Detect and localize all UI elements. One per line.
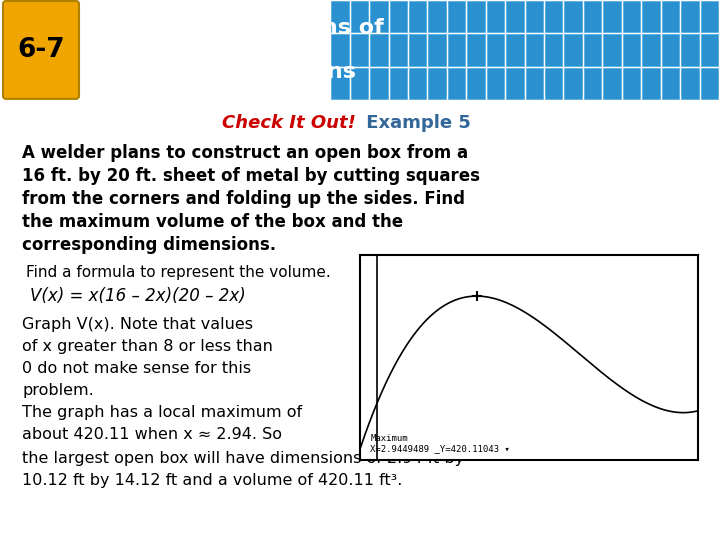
- Text: Copyright © by Holt, Rinehart and Winston. All Rights Reserved.: Copyright © by Holt, Rinehart and Winsto…: [397, 519, 712, 529]
- Bar: [467, 1, 485, 32]
- Text: V(x) = x(16 – 2x)(20 – 2x): V(x) = x(16 – 2x)(20 – 2x): [30, 287, 246, 305]
- Bar: [487, 35, 504, 65]
- Bar: [623, 35, 640, 65]
- Bar: [448, 1, 465, 32]
- Text: A welder plans to construct an open box from a: A welder plans to construct an open box …: [22, 144, 468, 162]
- Bar: [623, 68, 640, 99]
- Bar: [506, 35, 523, 65]
- Bar: [448, 68, 465, 99]
- Text: 10.12 ft by 14.12 ft and a volume of 420.11 ft³.: 10.12 ft by 14.12 ft and a volume of 420…: [22, 473, 402, 488]
- Bar: [681, 1, 698, 32]
- Bar: [545, 68, 562, 99]
- Bar: [390, 68, 407, 99]
- Bar: [584, 35, 601, 65]
- Bar: [370, 1, 387, 32]
- Bar: [603, 35, 621, 65]
- Bar: [351, 68, 368, 99]
- Bar: [351, 1, 368, 32]
- Bar: [428, 1, 446, 32]
- Bar: [526, 35, 543, 65]
- Text: Holt Algebra 2: Holt Algebra 2: [10, 518, 100, 531]
- Bar: [545, 35, 562, 65]
- Text: V= lwh: V= lwh: [403, 287, 462, 305]
- Bar: [681, 68, 698, 99]
- Bar: [584, 1, 601, 32]
- Bar: [642, 1, 660, 32]
- Bar: [390, 35, 407, 65]
- Text: Polynomial Functions: Polynomial Functions: [88, 62, 356, 82]
- Text: Check It Out!: Check It Out!: [222, 114, 356, 132]
- Text: Investigating Graphs of: Investigating Graphs of: [88, 18, 384, 38]
- Bar: [701, 1, 718, 32]
- Bar: [564, 35, 582, 65]
- Bar: [448, 35, 465, 65]
- Text: corresponding dimensions.: corresponding dimensions.: [22, 236, 276, 254]
- Bar: [506, 1, 523, 32]
- Bar: [603, 1, 621, 32]
- Text: the largest open box will have dimensions of 2.94 ft by: the largest open box will have dimension…: [22, 451, 464, 466]
- Text: problem.: problem.: [22, 383, 94, 398]
- Text: 6-7: 6-7: [17, 37, 65, 63]
- Bar: [642, 68, 660, 99]
- Bar: [526, 68, 543, 99]
- Bar: [487, 68, 504, 99]
- Text: the maximum volume of the box and the: the maximum volume of the box and the: [22, 213, 403, 231]
- Bar: [428, 35, 446, 65]
- Bar: [526, 1, 543, 32]
- Bar: [409, 35, 426, 65]
- Text: from the corners and folding up the sides. Find: from the corners and folding up the side…: [22, 190, 465, 208]
- Text: Find a formula to represent the volume.: Find a formula to represent the volume.: [26, 265, 330, 280]
- Bar: [370, 68, 387, 99]
- Bar: [642, 35, 660, 65]
- Text: Maximum
X=2.9449489 _Y=420.11043 ▾: Maximum X=2.9449489 _Y=420.11043 ▾: [370, 434, 510, 454]
- Text: of x greater than 8 or less than: of x greater than 8 or less than: [22, 339, 273, 354]
- Bar: [584, 68, 601, 99]
- Bar: [487, 1, 504, 32]
- Bar: [662, 68, 679, 99]
- Bar: [331, 68, 348, 99]
- Bar: [351, 35, 368, 65]
- Bar: [701, 35, 718, 65]
- Text: Graph V(x). Note that values: Graph V(x). Note that values: [22, 317, 253, 332]
- Bar: [545, 1, 562, 32]
- Bar: [331, 35, 348, 65]
- Bar: [409, 1, 426, 32]
- Bar: [467, 68, 485, 99]
- Bar: [662, 35, 679, 65]
- Bar: [681, 35, 698, 65]
- Bar: [409, 68, 426, 99]
- Bar: [506, 68, 523, 99]
- Bar: [370, 35, 387, 65]
- Text: The graph has a local maximum of: The graph has a local maximum of: [22, 405, 302, 420]
- Bar: [467, 35, 485, 65]
- Bar: [603, 68, 621, 99]
- Bar: [564, 1, 582, 32]
- Text: Example 5: Example 5: [360, 114, 471, 132]
- Text: about 420.11 when x ≈ 2.94. So: about 420.11 when x ≈ 2.94. So: [22, 427, 282, 442]
- Bar: [564, 68, 582, 99]
- Bar: [390, 1, 407, 32]
- FancyBboxPatch shape: [3, 1, 79, 99]
- Bar: [331, 1, 348, 32]
- Bar: [662, 1, 679, 32]
- Bar: [428, 68, 446, 99]
- Text: 0 do not make sense for this: 0 do not make sense for this: [22, 361, 251, 376]
- Bar: [701, 68, 718, 99]
- Bar: [623, 1, 640, 32]
- Text: 16 ft. by 20 ft. sheet of metal by cutting squares: 16 ft. by 20 ft. sheet of metal by cutti…: [22, 167, 480, 185]
